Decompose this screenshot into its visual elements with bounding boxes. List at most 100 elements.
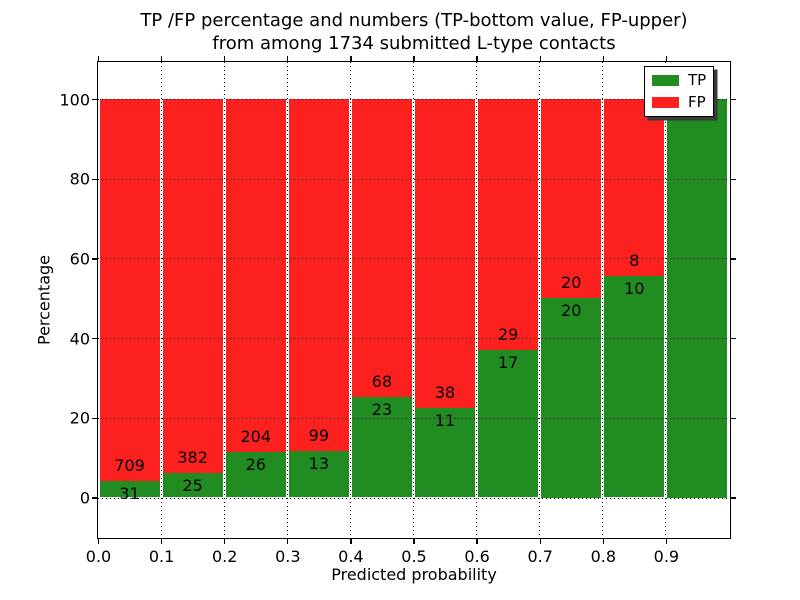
x-tick-top bbox=[224, 56, 226, 61]
gridline-horizontal bbox=[98, 99, 730, 100]
legend-label-tp: TP bbox=[688, 71, 707, 89]
x-tick-label: 0.2 bbox=[211, 547, 238, 566]
y-tick-label: 20 bbox=[69, 408, 90, 428]
bar-count-label-tp: 13 bbox=[308, 454, 330, 474]
bar-segment-fp bbox=[99, 99, 160, 481]
bar-segment-fp bbox=[415, 99, 476, 409]
x-tick-top bbox=[602, 56, 604, 61]
gridline-horizontal bbox=[98, 258, 730, 260]
gridline-horizontal bbox=[98, 417, 730, 419]
bar-count-label-fp: 709 bbox=[114, 455, 145, 475]
x-tick-bottom bbox=[97, 539, 100, 544]
bar-segment-tp bbox=[415, 408, 476, 498]
gridline-vertical bbox=[160, 62, 162, 538]
bar-segment-fp bbox=[541, 99, 602, 299]
bar-segment-tp bbox=[667, 99, 728, 498]
chart-title-line1: TP /FP percentage and numbers (TP-bottom… bbox=[140, 10, 688, 31]
bar-segment-tp bbox=[288, 451, 349, 498]
x-tick-label: 0.4 bbox=[338, 547, 364, 566]
gridline-vertical bbox=[602, 62, 604, 538]
legend-item-tp: TP bbox=[652, 71, 707, 89]
gridline-horizontal bbox=[98, 497, 730, 499]
x-tick-top bbox=[287, 56, 289, 61]
bar-count-label-fp: 204 bbox=[240, 427, 272, 447]
bar-count-label-fp: 29 bbox=[497, 325, 519, 345]
gridline-vertical bbox=[413, 62, 414, 538]
x-tick-label: 0.1 bbox=[148, 547, 175, 566]
bar-segment-fp bbox=[288, 99, 349, 452]
x-tick-top bbox=[97, 56, 100, 61]
y-tick-right bbox=[731, 337, 736, 340]
x-tick-bottom bbox=[476, 539, 478, 544]
bar-segment-tp bbox=[478, 350, 539, 498]
x-tick-bottom bbox=[350, 539, 352, 544]
bar-count-label-fp: 20 bbox=[561, 273, 582, 293]
x-tick-label: 0.3 bbox=[275, 547, 301, 566]
y-tick-left bbox=[92, 258, 97, 260]
x-tick-label: 0.7 bbox=[527, 547, 553, 566]
chart-title-line2: from among 1734 submitted L-type contact… bbox=[212, 33, 616, 54]
x-tick-bottom bbox=[224, 539, 226, 544]
bar-segment-tp bbox=[225, 452, 286, 498]
x-tick-bottom bbox=[413, 539, 415, 544]
y-tick-right bbox=[731, 258, 736, 260]
x-tick-bottom bbox=[602, 539, 604, 544]
plot-inner: 709313822520426991368233811291720208101 bbox=[98, 62, 730, 538]
bar-count-label-fp: 382 bbox=[177, 448, 208, 468]
x-tick-bottom bbox=[160, 539, 163, 544]
bar-count-label-tp: 17 bbox=[497, 353, 519, 373]
gridline-horizontal bbox=[98, 338, 730, 340]
legend-item-fp: FP bbox=[652, 93, 706, 111]
y-tick-label: 100 bbox=[59, 90, 90, 109]
bar-count-label-fp: 8 bbox=[629, 251, 640, 271]
y-tick-right bbox=[731, 417, 736, 419]
y-tick-right bbox=[731, 178, 736, 180]
legend-label-fp: FP bbox=[688, 93, 706, 111]
fp-color-swatch bbox=[652, 97, 679, 108]
bar-segment-fp bbox=[604, 99, 665, 277]
bar-count-label-tp: 26 bbox=[245, 455, 266, 475]
gridline-vertical bbox=[286, 62, 288, 538]
y-tick-left bbox=[92, 337, 97, 340]
x-tick-label: 0.0 bbox=[85, 547, 112, 566]
bar-count-label-fp: 99 bbox=[308, 426, 330, 446]
x-tick-label: 0.8 bbox=[590, 547, 617, 566]
y-tick-right bbox=[731, 98, 736, 101]
x-tick-top bbox=[539, 56, 541, 61]
gridline-vertical bbox=[349, 62, 351, 538]
x-tick-top bbox=[665, 56, 668, 61]
y-tick-left bbox=[92, 497, 97, 499]
x-tick-label: 0.5 bbox=[401, 547, 427, 566]
bar-count-label-tp: 31 bbox=[119, 483, 140, 503]
y-axis-label: Percentage bbox=[34, 254, 54, 346]
plot-area: 709313822520426991368233811291720208101 bbox=[97, 61, 731, 539]
bar-count-label-tp: 11 bbox=[434, 411, 456, 431]
x-tick-bottom bbox=[287, 539, 289, 544]
bar-count-label-fp: 68 bbox=[371, 371, 393, 391]
y-tick-left bbox=[92, 98, 97, 101]
bar-segment-tp bbox=[541, 298, 602, 498]
bar-segment-tp bbox=[99, 480, 160, 498]
x-tick-top bbox=[476, 56, 478, 61]
bar-segment-fp bbox=[478, 99, 539, 351]
bar-segment-tp bbox=[162, 473, 223, 498]
bar-count-label-tp: 20 bbox=[561, 301, 582, 321]
bar-segment-tp bbox=[604, 276, 665, 498]
gridline-vertical bbox=[665, 62, 667, 538]
gridline-vertical bbox=[476, 62, 478, 538]
x-tick-label: 0.9 bbox=[653, 547, 680, 566]
bar-segment-tp bbox=[351, 396, 412, 498]
bar-count-label-tp: 10 bbox=[624, 279, 645, 299]
tp-color-swatch bbox=[652, 75, 679, 86]
x-axis-label: Predicted probability bbox=[331, 565, 497, 584]
bar-segment-fp bbox=[162, 99, 223, 474]
x-tick-bottom bbox=[665, 539, 668, 544]
bar-count-label-fp: 38 bbox=[434, 383, 456, 403]
gridline-horizontal bbox=[98, 178, 730, 180]
x-tick-top bbox=[413, 56, 415, 61]
x-tick-label: 0.6 bbox=[464, 547, 490, 566]
y-tick-label: 0 bbox=[79, 488, 90, 508]
gridline-vertical bbox=[539, 62, 541, 538]
x-tick-top bbox=[350, 56, 352, 61]
